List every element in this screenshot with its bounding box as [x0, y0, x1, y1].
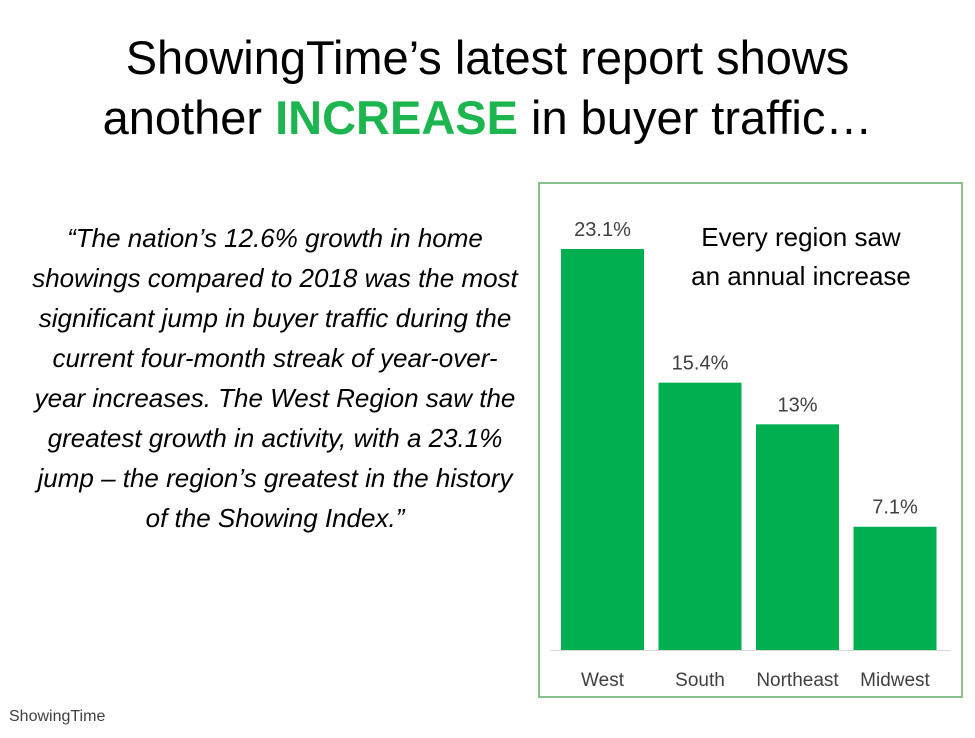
category-label-south: South [675, 670, 725, 691]
bar-west [561, 249, 644, 650]
data-label-south: 15.4% [672, 353, 729, 375]
chart-title-line-1: Every region saw [701, 222, 901, 252]
bar-northeast [756, 424, 839, 650]
bar-midwest [853, 526, 937, 650]
slide-title: ShowingTime’s latest report shows anothe… [0, 28, 975, 148]
title-line-1: ShowingTime’s latest report shows [125, 31, 850, 84]
source-label: ShowingTime [9, 708, 106, 725]
quote-text: “The nation’s 12.6% growth in home showi… [32, 223, 518, 533]
category-label-northeast: Northeast [756, 670, 839, 691]
data-label-west: 23.1% [574, 219, 631, 241]
chart-title-line-2: an annual increase [691, 261, 911, 291]
data-label-northeast: 13% [777, 394, 817, 416]
title-line-2: another INCREASE in buyer traffic… [0, 88, 975, 148]
title-line-2-end: in buyer traffic… [517, 91, 873, 144]
category-label-midwest: Midwest [860, 670, 930, 691]
category-label-west: West [581, 670, 625, 691]
data-label-midwest: 7.1% [872, 497, 918, 519]
title-highlight: INCREASE [275, 91, 518, 144]
title-line-2-start: another [102, 91, 276, 144]
bar-south [658, 382, 742, 650]
